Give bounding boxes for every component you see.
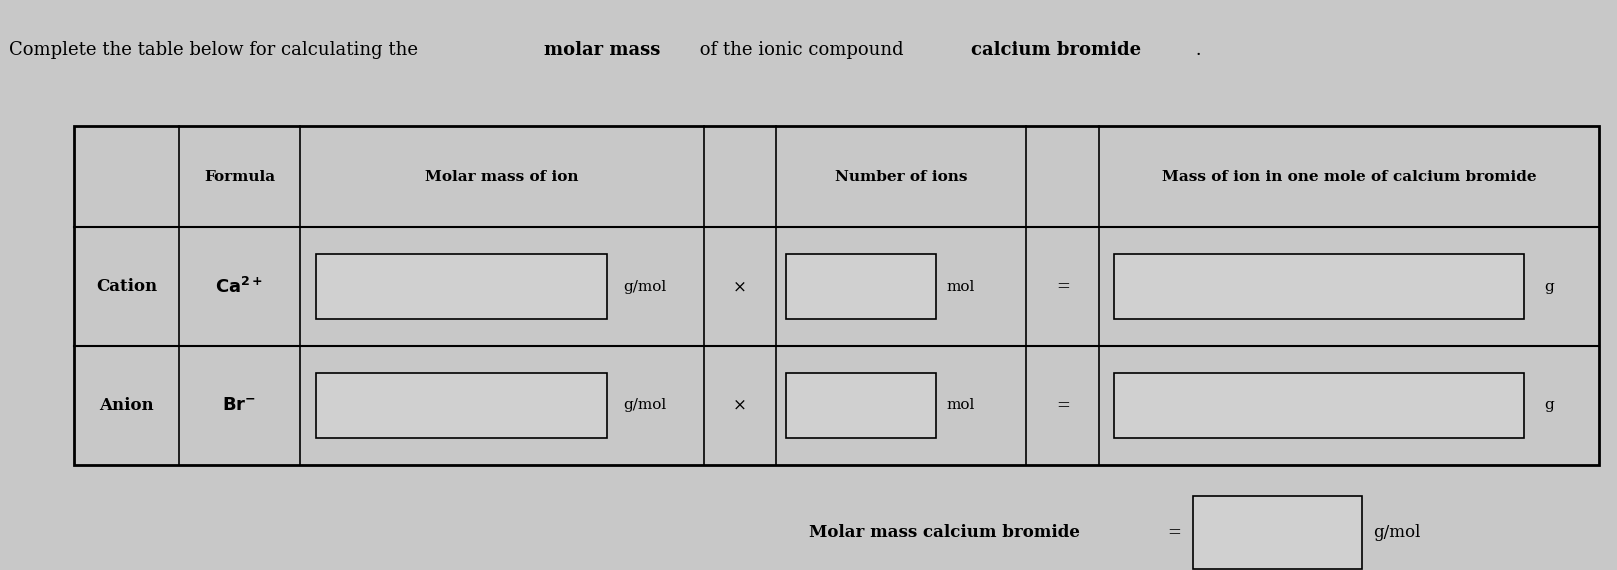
- Text: ×: ×: [733, 397, 747, 414]
- Text: =: =: [1167, 524, 1180, 541]
- Text: Molar mass calcium bromide: Molar mass calcium bromide: [808, 524, 1080, 541]
- Bar: [1114, 373, 1525, 438]
- Text: g: g: [1544, 280, 1554, 294]
- Text: =: =: [1056, 397, 1070, 414]
- Text: Mass of ion in one mole of calcium bromide: Mass of ion in one mole of calcium bromi…: [1163, 169, 1536, 184]
- Text: of the ionic compound: of the ionic compound: [694, 41, 909, 59]
- Text: Anion: Anion: [99, 397, 154, 414]
- Text: Number of ions: Number of ions: [834, 169, 967, 184]
- Text: calcium bromide: calcium bromide: [972, 41, 1142, 59]
- Text: Formula: Formula: [204, 169, 275, 184]
- Text: .: .: [1190, 41, 1201, 59]
- Text: g/mol: g/mol: [623, 398, 666, 412]
- Bar: [1193, 496, 1362, 569]
- Text: Molar mass of ion: Molar mass of ion: [425, 169, 579, 184]
- Text: $\mathbf{Br^{-}}$: $\mathbf{Br^{-}}$: [223, 396, 257, 414]
- Text: mol: mol: [946, 280, 975, 294]
- Text: g/mol: g/mol: [1373, 524, 1421, 541]
- Text: =: =: [1056, 278, 1070, 295]
- Bar: [317, 373, 606, 438]
- Text: g/mol: g/mol: [623, 280, 666, 294]
- Text: ×: ×: [733, 278, 747, 295]
- Text: $\mathbf{Ca^{2+}}$: $\mathbf{Ca^{2+}}$: [215, 276, 264, 297]
- Text: mol: mol: [946, 398, 975, 412]
- Text: Complete the table below for calculating the: Complete the table below for calculating…: [10, 41, 424, 59]
- Bar: [786, 254, 936, 319]
- Bar: [317, 254, 606, 319]
- Bar: [1114, 254, 1525, 319]
- Bar: [786, 373, 936, 438]
- Bar: [74, 126, 1599, 465]
- Text: g: g: [1544, 398, 1554, 412]
- Text: molar mass: molar mass: [543, 41, 660, 59]
- Text: Cation: Cation: [95, 278, 157, 295]
